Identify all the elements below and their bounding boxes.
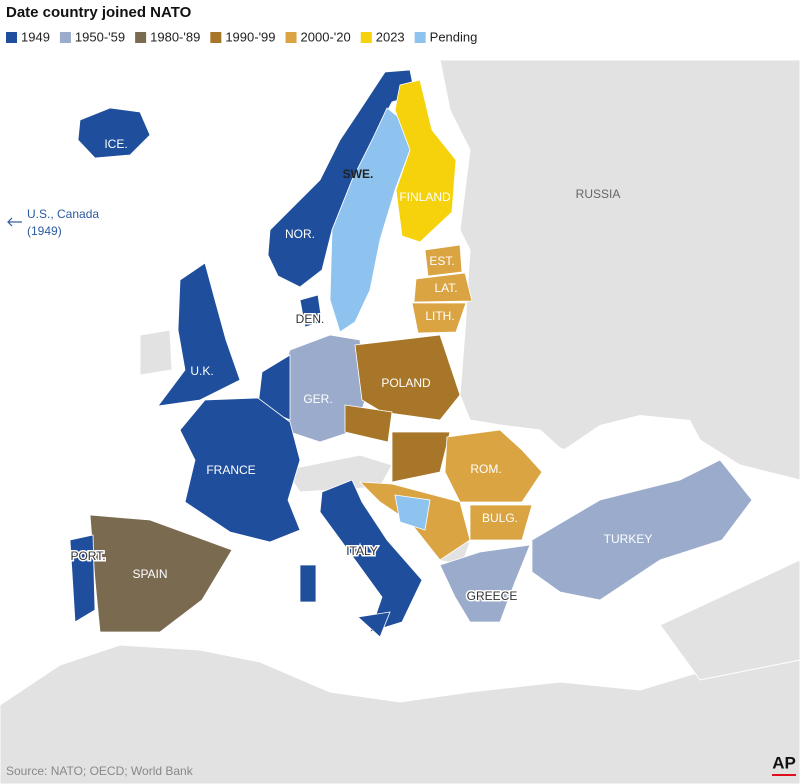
bosnia	[394, 494, 431, 531]
legend-swatch	[285, 32, 297, 43]
sicily	[357, 611, 391, 638]
country-label: FINLAND	[399, 190, 451, 204]
country-label: LAT.	[434, 281, 457, 295]
land	[0, 59, 800, 784]
romania	[444, 429, 543, 503]
latvia	[413, 272, 473, 303]
country-label: EST.	[429, 254, 454, 268]
legend-label: 1949	[21, 29, 50, 44]
title: Date country joined NATO	[6, 4, 192, 21]
country-label: RUSSIA	[576, 187, 621, 201]
legend-label: 1980-'89	[150, 29, 200, 44]
country-label: SPAIN	[132, 567, 167, 581]
middle-east	[659, 559, 800, 681]
norway	[267, 69, 416, 288]
czechia	[344, 404, 393, 443]
black-sea	[560, 415, 705, 470]
portugal	[69, 534, 96, 623]
africa	[0, 644, 800, 784]
legend-swatch	[414, 32, 426, 43]
note-line: U.S., Canada	[27, 207, 99, 221]
ireland	[139, 329, 173, 376]
countries	[69, 69, 753, 638]
legend-swatch	[135, 32, 147, 43]
note-line: (1949)	[27, 224, 62, 238]
legend-swatch	[360, 32, 372, 43]
country-label: SWE.	[343, 167, 374, 181]
country-label: LITH.	[425, 309, 454, 323]
poland	[354, 334, 461, 421]
russia-region	[439, 59, 800, 481]
legend-label: 2000-'20	[301, 29, 351, 44]
legend-label: 2023	[376, 29, 405, 44]
country-label: POLAND	[381, 376, 431, 390]
legend-swatch	[59, 32, 71, 43]
country-label: BULG.	[482, 511, 518, 525]
turkey	[531, 459, 753, 601]
legend-label: 1990-'99	[225, 29, 275, 44]
legend-label: 1950-'59	[75, 29, 125, 44]
logo-underline	[772, 774, 796, 776]
country-label: TURKEY	[604, 532, 653, 546]
legend-swatch	[210, 32, 222, 43]
country-label: NOR.	[285, 227, 315, 241]
country-label: PORT.	[70, 549, 105, 563]
greece	[439, 544, 531, 623]
note-arrow-head	[7, 217, 13, 227]
note: U.S., Canada (1949)	[7, 207, 99, 238]
finland	[394, 79, 457, 243]
bulgaria	[469, 504, 533, 541]
spain	[89, 514, 233, 633]
country-label: FRANCE	[206, 463, 255, 477]
legend-label: Pending	[430, 29, 478, 44]
hungary	[391, 431, 451, 483]
source: Source: NATO; OECD; World Bank	[6, 764, 194, 778]
country-label: ICE.	[104, 137, 127, 151]
country-label: GREECE	[467, 589, 518, 603]
italy	[319, 479, 423, 633]
country-labels: ICE. NOR. SWE. FINLAND RUSSIA EST. LAT. …	[69, 137, 653, 605]
lithuania	[411, 302, 467, 334]
estonia	[424, 244, 463, 277]
france	[179, 397, 301, 543]
country-label: GER.	[303, 392, 332, 406]
uk	[157, 262, 241, 407]
country-label: ITALY	[346, 544, 378, 558]
logo: AP	[772, 753, 796, 772]
sardinia	[299, 564, 317, 603]
legend: 1949 1950-'59 1980-'89 1990-'99 2000-'20 2023…	[6, 29, 477, 44]
country-label: ROM.	[470, 462, 501, 476]
country-label: U.K.	[190, 364, 213, 378]
denmark	[299, 294, 323, 328]
iceland	[77, 107, 151, 159]
sweden	[329, 107, 411, 333]
country-label: DEN.	[296, 312, 325, 326]
legend-swatch	[6, 32, 17, 43]
